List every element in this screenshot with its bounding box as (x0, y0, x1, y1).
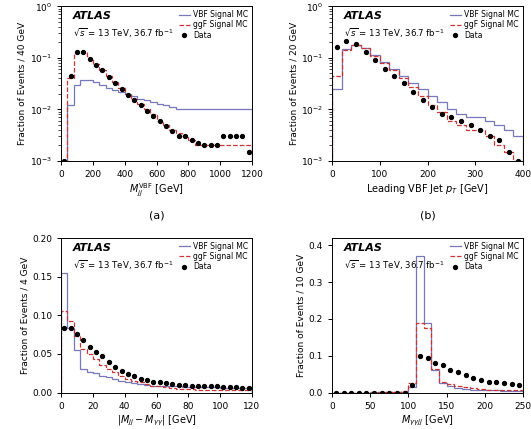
Text: $\sqrt{s}$ = 13 TeV, 36.7 fb$^{-1}$: $\sqrt{s}$ = 13 TeV, 36.7 fb$^{-1}$ (73, 258, 173, 272)
Text: ATLAS: ATLAS (73, 11, 112, 21)
Text: (b): (b) (419, 210, 435, 221)
Legend: VBF Signal MC, ggF Signal MC, Data: VBF Signal MC, ggF Signal MC, Data (177, 9, 250, 41)
Legend: VBF Signal MC, ggF Signal MC, Data: VBF Signal MC, ggF Signal MC, Data (177, 240, 250, 273)
Y-axis label: Fraction of Events / 4 GeV: Fraction of Events / 4 GeV (20, 257, 29, 374)
X-axis label: $M_{\gamma\gamma jj}$ [GeV]: $M_{\gamma\gamma jj}$ [GeV] (401, 413, 454, 428)
Y-axis label: Fraction of Events / 40 GeV: Fraction of Events / 40 GeV (18, 22, 27, 145)
Legend: VBF Signal MC, ggF Signal MC, Data: VBF Signal MC, ggF Signal MC, Data (448, 9, 521, 41)
Legend: VBF Signal MC, ggF Signal MC, Data: VBF Signal MC, ggF Signal MC, Data (448, 240, 521, 273)
Y-axis label: Fraction of Events / 20 GeV: Fraction of Events / 20 GeV (289, 22, 298, 145)
Y-axis label: Fraction of Events / 10 GeV: Fraction of Events / 10 GeV (297, 254, 306, 377)
Text: ATLAS: ATLAS (73, 243, 112, 253)
X-axis label: $M_{jj}^{\mathrm{VBF}}$ [GeV]: $M_{jj}^{\mathrm{VBF}}$ [GeV] (129, 181, 184, 199)
X-axis label: $|M_{jj}-M_{\gamma\gamma}|$ [GeV]: $|M_{jj}-M_{\gamma\gamma}|$ [GeV] (116, 413, 196, 428)
Text: $\sqrt{s}$ = 13 TeV, 36.7 fb$^{-1}$: $\sqrt{s}$ = 13 TeV, 36.7 fb$^{-1}$ (73, 27, 173, 40)
Text: $\sqrt{s}$ = 13 TeV, 36.7 fb$^{-1}$: $\sqrt{s}$ = 13 TeV, 36.7 fb$^{-1}$ (344, 27, 444, 40)
Text: ATLAS: ATLAS (344, 243, 382, 253)
Text: ATLAS: ATLAS (344, 11, 382, 21)
X-axis label: Leading VBF Jet $p_{T}$ [GeV]: Leading VBF Jet $p_{T}$ [GeV] (366, 181, 489, 196)
Text: (a): (a) (149, 210, 164, 221)
Text: $\sqrt{s}$ = 13 TeV, 36.7 fb$^{-1}$: $\sqrt{s}$ = 13 TeV, 36.7 fb$^{-1}$ (344, 258, 444, 272)
